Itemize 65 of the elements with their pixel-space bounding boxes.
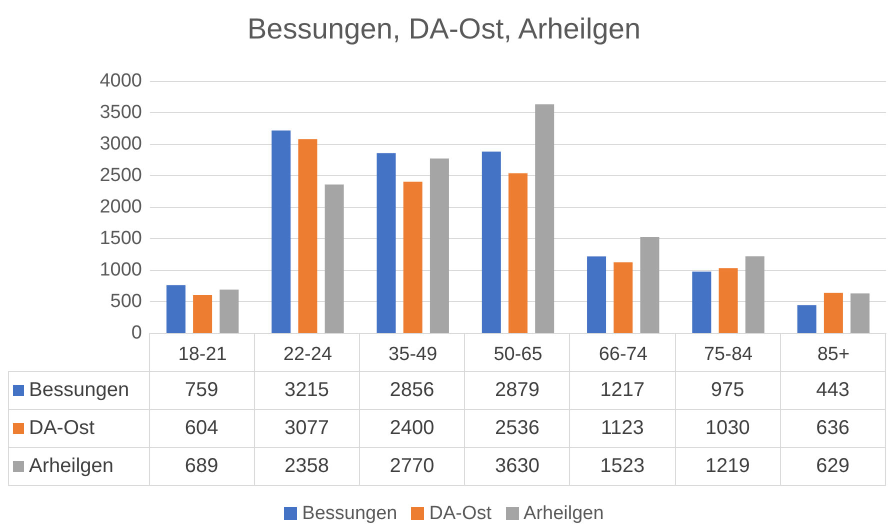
data-label: 2856 bbox=[359, 372, 465, 410]
data-label: 3215 bbox=[254, 372, 360, 410]
data-label: 2536 bbox=[464, 410, 570, 448]
y-tick-label: 3500 bbox=[100, 102, 142, 123]
y-tick-label: 3000 bbox=[100, 134, 142, 154]
data-label: 1219 bbox=[675, 448, 780, 486]
bar bbox=[508, 173, 528, 333]
data-label: 636 bbox=[780, 410, 886, 448]
data-label: 2770 bbox=[359, 448, 465, 486]
bar bbox=[376, 153, 396, 333]
legend-label: DA-Ost bbox=[8, 410, 149, 448]
data-label: 2358 bbox=[254, 448, 360, 486]
data-label: 604 bbox=[149, 410, 254, 448]
text: Bessungen bbox=[302, 503, 398, 524]
data-label: 975 bbox=[675, 372, 780, 410]
bar bbox=[272, 130, 291, 333]
data-label: 629 bbox=[780, 448, 886, 486]
bar bbox=[482, 152, 501, 333]
data-label: 1523 bbox=[570, 448, 676, 486]
x-tick-label: 66-74 bbox=[598, 344, 648, 365]
y-tick-label: 4000 bbox=[100, 70, 142, 92]
data-label: 443 bbox=[780, 372, 886, 410]
data-label: 689 bbox=[149, 448, 254, 486]
y-tick-label: 1500 bbox=[100, 228, 142, 249]
y-tick-label: 1000 bbox=[100, 260, 142, 280]
legend-label: Arheilgen bbox=[8, 448, 149, 486]
bar bbox=[430, 158, 449, 333]
data-label: 2400 bbox=[359, 410, 465, 448]
bar bbox=[640, 237, 660, 333]
x-tick-label: 50-65 bbox=[494, 344, 542, 365]
x-tick-label: 85+ bbox=[817, 344, 850, 365]
data-label: 1030 bbox=[675, 410, 780, 448]
y-tick-label: 500 bbox=[110, 291, 142, 312]
bar bbox=[324, 184, 344, 333]
y-tick-label: 2500 bbox=[100, 165, 142, 186]
data-label: 1217 bbox=[570, 372, 676, 410]
bar bbox=[587, 256, 606, 333]
bar bbox=[718, 268, 738, 333]
bar bbox=[403, 182, 422, 333]
data-label: 759 bbox=[149, 372, 254, 410]
data-label: 3630 bbox=[464, 448, 570, 486]
bar bbox=[797, 305, 816, 333]
bar bbox=[535, 104, 554, 333]
x-tick-label: 18-21 bbox=[178, 344, 227, 365]
bar bbox=[614, 262, 633, 333]
bar bbox=[850, 293, 870, 333]
legend-label: Bessungen bbox=[8, 372, 149, 410]
x-tick-label: 75-84 bbox=[704, 344, 754, 365]
data-label: 2879 bbox=[464, 372, 570, 410]
chart-title: Bessungen, DA-Ost, Arheilgen bbox=[247, 14, 641, 46]
y-tick-label: 2000 bbox=[100, 196, 142, 218]
text: DA-Ost bbox=[429, 503, 492, 524]
bar bbox=[166, 285, 186, 333]
bar bbox=[298, 139, 318, 333]
text: Arheilgen bbox=[524, 503, 604, 524]
data-label: 1123 bbox=[570, 410, 676, 448]
x-tick-label: 35-49 bbox=[388, 344, 438, 365]
bar bbox=[193, 294, 212, 333]
y-tick-label: 0 bbox=[131, 322, 142, 344]
bar bbox=[692, 272, 712, 333]
bar bbox=[220, 290, 239, 333]
bar bbox=[824, 292, 843, 333]
data-label: 3077 bbox=[254, 410, 360, 448]
x-tick-label: 22-24 bbox=[283, 344, 332, 365]
bar bbox=[745, 256, 764, 333]
